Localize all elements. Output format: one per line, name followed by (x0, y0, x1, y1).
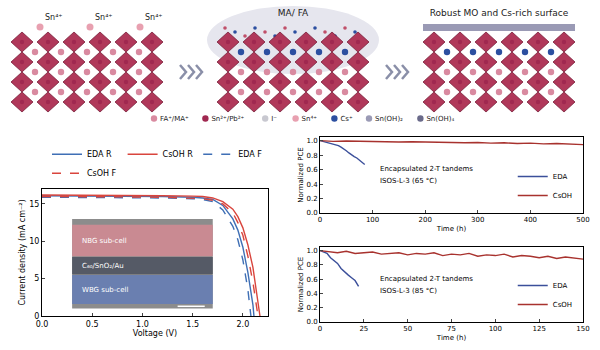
svg-text:0.0: 0.0 (306, 318, 317, 326)
svg-text:MA/ FA: MA/ FA (278, 8, 309, 18)
svg-text:1.0: 1.0 (306, 247, 317, 255)
svg-text:5: 5 (34, 274, 39, 283)
svg-text:100: 100 (489, 325, 502, 333)
svg-text:I⁻: I⁻ (271, 115, 277, 123)
svg-text:Voltage (V): Voltage (V) (133, 329, 177, 338)
svg-text:1.0: 1.0 (136, 320, 149, 329)
svg-text:500: 500 (576, 216, 589, 224)
svg-text:0: 0 (318, 325, 322, 333)
svg-text:FA⁺/MA⁺: FA⁺/MA⁺ (160, 115, 189, 123)
svg-text:Sn⁴⁺: Sn⁴⁺ (95, 13, 113, 22)
svg-text:Encapsulated 2-T tandems: Encapsulated 2-T tandems (380, 165, 473, 173)
svg-text:EDA: EDA (553, 173, 568, 181)
svg-text:ISOS-L-3 (65 °C): ISOS-L-3 (65 °C) (380, 177, 437, 185)
svg-text:300: 300 (471, 216, 484, 224)
svg-text:Sn(OH)₄: Sn(OH)₄ (426, 115, 454, 123)
svg-text:Sn⁴⁺: Sn⁴⁺ (145, 13, 163, 22)
svg-text:Time (h): Time (h) (436, 225, 467, 233)
svg-text:Normalized PCE: Normalized PCE (297, 257, 305, 312)
svg-text:10: 10 (29, 237, 39, 246)
svg-text:0.8: 0.8 (306, 261, 317, 269)
svg-text:0.4: 0.4 (306, 290, 318, 298)
svg-text:25: 25 (359, 325, 368, 333)
svg-text:Sn²⁺/Pb²⁺: Sn²⁺/Pb²⁺ (211, 115, 244, 123)
svg-text:CsOH F: CsOH F (87, 169, 117, 178)
svg-text:NBG sub-cell: NBG sub-cell (82, 237, 127, 245)
svg-text:0: 0 (318, 216, 322, 224)
svg-text:CsOH: CsOH (553, 192, 572, 200)
svg-text:1.0: 1.0 (306, 137, 317, 145)
svg-text:CsOH: CsOH (553, 301, 572, 309)
svg-text:CsOH R: CsOH R (163, 150, 194, 159)
svg-text:EDA: EDA (553, 282, 568, 290)
svg-text:ISOS-L-3 (85 °C): ISOS-L-3 (85 °C) (380, 287, 437, 295)
svg-text:75: 75 (447, 325, 456, 333)
svg-text:Robust MO and Cs-rich surface: Robust MO and Cs-rich surface (430, 8, 569, 18)
svg-text:Sn(OH)₂: Sn(OH)₂ (375, 115, 403, 123)
svg-text:0.0: 0.0 (306, 209, 317, 217)
svg-text:Time (h): Time (h) (436, 334, 467, 342)
svg-text:0.0: 0.0 (36, 320, 49, 329)
svg-text:0.8: 0.8 (306, 152, 317, 160)
svg-text:50: 50 (403, 325, 412, 333)
svg-text:150: 150 (576, 325, 589, 333)
svg-text:100: 100 (366, 216, 379, 224)
svg-text:C₆₀/SnO₂/Au: C₆₀/SnO₂/Au (82, 262, 124, 270)
svg-text:0.5: 0.5 (86, 320, 99, 329)
svg-text:200: 200 (419, 216, 432, 224)
svg-text:WBG sub-cell: WBG sub-cell (82, 286, 128, 294)
svg-text:Normalized PCE: Normalized PCE (297, 147, 305, 202)
svg-text:400: 400 (524, 216, 537, 224)
svg-text:0.6: 0.6 (306, 166, 318, 174)
svg-text:0.2: 0.2 (306, 304, 317, 312)
svg-text:Sn⁴⁺: Sn⁴⁺ (45, 13, 63, 22)
svg-text:0.2: 0.2 (306, 195, 317, 203)
svg-text:0.4: 0.4 (306, 181, 318, 189)
svg-text:1.5: 1.5 (186, 320, 199, 329)
svg-text:Cs⁺: Cs⁺ (340, 115, 353, 123)
svg-text:Current density (mA cm⁻²): Current density (mA cm⁻²) (18, 199, 27, 305)
svg-text:Encapsulated 2-T tandems: Encapsulated 2-T tandems (380, 275, 473, 283)
svg-text:EDA R: EDA R (87, 150, 112, 159)
svg-text:15: 15 (29, 200, 39, 209)
svg-text:0.6: 0.6 (306, 276, 318, 284)
svg-text:Sn⁴⁺: Sn⁴⁺ (302, 115, 318, 123)
svg-text:125: 125 (532, 325, 545, 333)
svg-text:0: 0 (34, 312, 39, 321)
svg-text:2.0: 2.0 (237, 320, 250, 329)
svg-text:EDA F: EDA F (238, 150, 262, 159)
